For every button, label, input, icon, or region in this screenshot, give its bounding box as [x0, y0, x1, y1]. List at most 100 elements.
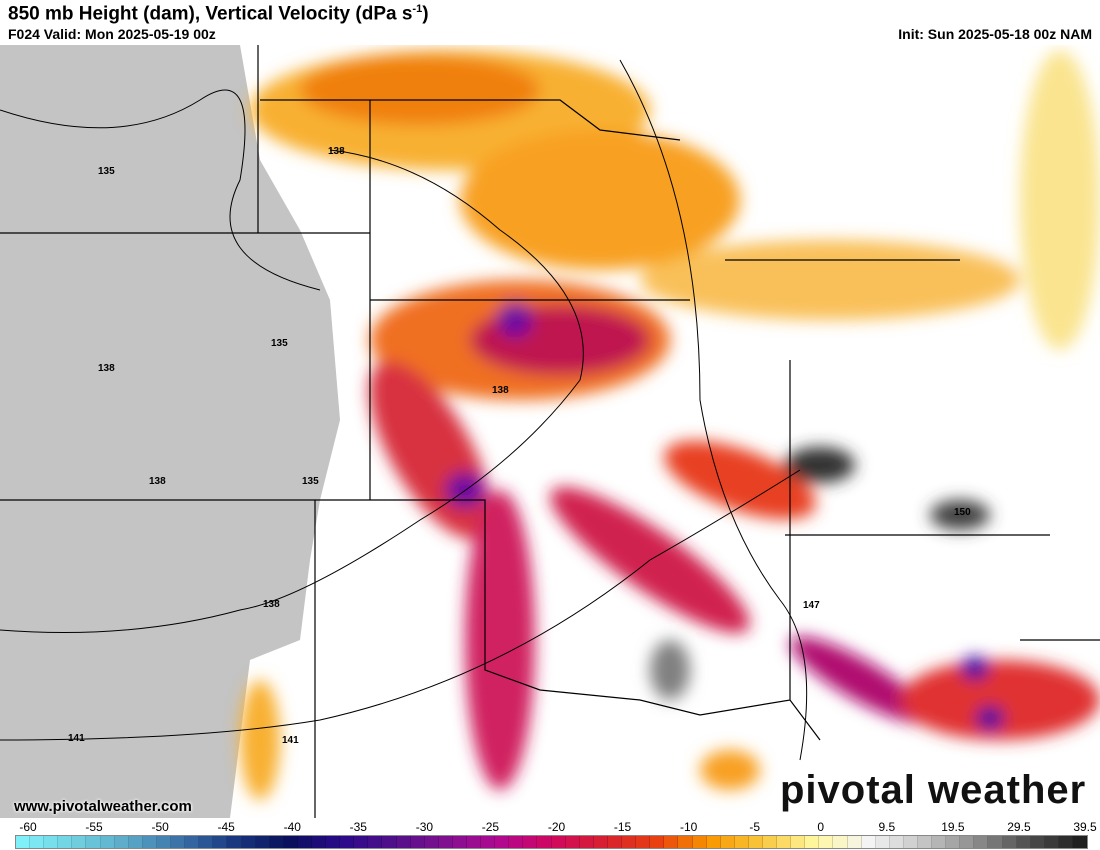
- colorbar-swatch: [410, 836, 425, 848]
- colorbar-swatch: [1073, 836, 1088, 848]
- colorbar-swatch: [537, 836, 552, 848]
- colorbar-swatch: [171, 836, 186, 848]
- colorbar-tick-label: -5: [749, 820, 761, 834]
- colorbar-swatch: [241, 836, 256, 848]
- colorbar-swatch: [1016, 836, 1031, 848]
- website-link[interactable]: www.pivotalweather.com: [14, 798, 192, 815]
- valid-time: F024 Valid: Mon 2025-05-19 00z: [8, 26, 216, 42]
- colorbar-swatch: [847, 836, 862, 848]
- contour-label: 135: [271, 338, 288, 349]
- colorbar-swatch: [833, 836, 848, 848]
- colorbar-swatch: [607, 836, 623, 848]
- colorbar-swatch: [791, 836, 806, 848]
- colorbar-swatch: [622, 836, 637, 848]
- colorbar-swatch: [283, 836, 298, 848]
- colorbar-swatch: [988, 836, 1003, 848]
- colorbar-swatch: [1002, 836, 1017, 848]
- colorbar-tick-label: 29.5: [1007, 820, 1031, 834]
- colorbar-tick-label: -50: [151, 820, 169, 834]
- colorbar-swatches: [15, 835, 1088, 849]
- colorbar-swatch: [199, 836, 214, 848]
- colorbar-swatch: [1044, 836, 1059, 848]
- terrain-mask: [0, 45, 340, 818]
- colorbar-swatch: [960, 836, 975, 848]
- init-time: Init: Sun 2025-05-18 00z NAM: [898, 26, 1092, 42]
- contour-label: 141: [282, 735, 299, 746]
- colorbar-swatch: [86, 836, 101, 848]
- colorbar-swatch: [72, 836, 87, 848]
- colorbar-tick-label: -30: [415, 820, 434, 834]
- colorbar-tick-label: 0: [817, 820, 825, 834]
- colorbar-swatch: [593, 836, 608, 848]
- colorbar-swatch: [438, 836, 453, 848]
- colorbar-swatch: [650, 836, 665, 848]
- colorbar-swatch: [565, 836, 580, 848]
- contour-label: 138: [263, 599, 280, 610]
- pivotal-weather-logo: pivotal weather: [780, 768, 1087, 812]
- colorbar-swatch: [44, 836, 59, 848]
- colorbar-swatch: [875, 836, 890, 848]
- colorbar-swatch: [213, 836, 228, 848]
- state-borders: [0, 45, 1100, 818]
- colorbar-swatch: [706, 836, 721, 848]
- colorbar-swatch: [185, 836, 200, 848]
- colorbar-swatch: [269, 836, 284, 848]
- colorbar-swatch: [368, 836, 383, 848]
- colorbar-swatch: [805, 836, 820, 848]
- contour-label: 138: [98, 363, 115, 374]
- contour-label: 141: [68, 733, 85, 744]
- colorbar-swatch: [819, 836, 834, 848]
- colorbar-swatch: [481, 836, 496, 848]
- colorbar-swatch: [354, 836, 369, 848]
- colorbar-tick-label: -40: [283, 820, 301, 834]
- colorbar: -60 -55 -50 -45 -40 -35 -30 -25 -20 -15 -10 -5 0 9.5 1…: [0, 818, 1100, 850]
- colorbar-tick-label: 9.5: [878, 820, 896, 834]
- colorbar-swatch: [142, 836, 157, 848]
- colorbar-swatch: [974, 836, 989, 848]
- colorbar-swatch: [734, 836, 749, 848]
- colorbar-swatch: [692, 836, 707, 848]
- contour-label: 150: [954, 507, 971, 518]
- colorbar-swatch: [114, 836, 129, 848]
- colorbar-swatch: [579, 836, 594, 848]
- colorbar-swatch: [1058, 836, 1074, 848]
- colorbar-tick-label: -15: [613, 820, 632, 834]
- colorbar-swatch: [424, 836, 439, 848]
- colorbar-swatch: [678, 836, 693, 848]
- contour-label: 147: [803, 600, 820, 611]
- colorbar-swatch: [311, 836, 327, 848]
- colorbar-swatch: [128, 836, 143, 848]
- colorbar-swatch: [946, 836, 961, 848]
- colorbar-swatch: [932, 836, 947, 848]
- colorbar-swatch: [297, 836, 312, 848]
- colorbar-swatch: [551, 836, 566, 848]
- colorbar-swatch: [16, 836, 31, 848]
- colorbar-swatch: [889, 836, 904, 848]
- colorbar-swatch: [1030, 836, 1045, 848]
- map-title: 850 mb Height (dam), Vertical Velocity (…: [8, 3, 429, 25]
- colorbar-swatch: [340, 836, 355, 848]
- header: 850 mb Height (dam), Vertical Velocity (…: [0, 0, 1100, 45]
- colorbar-tick-label: -35: [349, 820, 367, 834]
- colorbar-swatch: [748, 836, 763, 848]
- colorbar-swatch: [467, 836, 482, 848]
- colorbar-swatch: [227, 836, 242, 848]
- colorbar-swatch: [255, 836, 270, 848]
- colorbar-swatch: [382, 836, 397, 848]
- colorbar-tick-label: 19.5: [941, 820, 965, 834]
- colorbar-tick-label: -60: [19, 820, 37, 834]
- colorbar-swatch: [452, 836, 467, 848]
- colorbar-swatch: [58, 836, 73, 848]
- colorbar-tick-label: -25: [481, 820, 500, 834]
- colorbar-swatch: [861, 836, 876, 848]
- contour-label: 138: [328, 146, 345, 157]
- colorbar-swatch: [903, 836, 918, 848]
- contour-label: 138: [149, 476, 166, 487]
- colorbar-swatch: [523, 836, 538, 848]
- contour-label: 135: [302, 476, 319, 487]
- weather-map: 135 138 135 138 138 138 135 138 141 141 …: [0, 45, 1100, 818]
- colorbar-swatch: [762, 836, 778, 848]
- colorbar-swatch: [636, 836, 651, 848]
- colorbar-swatch: [156, 836, 172, 848]
- colorbar-swatch: [326, 836, 341, 848]
